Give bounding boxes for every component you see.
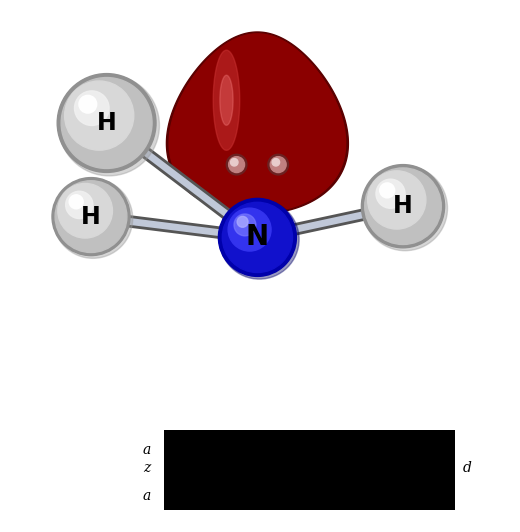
Circle shape bbox=[237, 217, 248, 227]
Circle shape bbox=[55, 181, 127, 253]
Circle shape bbox=[59, 75, 160, 176]
Circle shape bbox=[268, 154, 289, 175]
Circle shape bbox=[226, 154, 247, 175]
Circle shape bbox=[270, 156, 286, 172]
Text: d: d bbox=[463, 461, 472, 476]
Text: H: H bbox=[97, 111, 116, 135]
Circle shape bbox=[69, 195, 83, 209]
Circle shape bbox=[53, 179, 133, 259]
Circle shape bbox=[229, 156, 244, 172]
Text: H: H bbox=[81, 205, 101, 229]
Circle shape bbox=[228, 208, 271, 251]
Circle shape bbox=[66, 191, 93, 219]
Circle shape bbox=[361, 164, 445, 248]
Text: H: H bbox=[393, 194, 413, 218]
Circle shape bbox=[74, 91, 109, 126]
Polygon shape bbox=[213, 50, 240, 151]
Circle shape bbox=[365, 168, 441, 245]
Circle shape bbox=[52, 178, 130, 255]
Circle shape bbox=[222, 202, 292, 272]
Text: N: N bbox=[246, 223, 269, 252]
Circle shape bbox=[61, 78, 152, 169]
Circle shape bbox=[380, 183, 395, 198]
Circle shape bbox=[272, 159, 280, 166]
Bar bbox=[164, 430, 455, 510]
Text: a: a bbox=[142, 488, 151, 503]
Circle shape bbox=[230, 159, 238, 166]
Circle shape bbox=[219, 200, 299, 279]
Circle shape bbox=[234, 214, 256, 236]
Text: a: a bbox=[142, 443, 151, 457]
Circle shape bbox=[64, 81, 134, 150]
Polygon shape bbox=[169, 34, 346, 212]
Polygon shape bbox=[166, 32, 348, 214]
Circle shape bbox=[58, 184, 112, 238]
Circle shape bbox=[376, 179, 405, 209]
Circle shape bbox=[368, 171, 426, 229]
Circle shape bbox=[362, 166, 448, 251]
Circle shape bbox=[79, 95, 97, 113]
Circle shape bbox=[218, 198, 296, 277]
Polygon shape bbox=[220, 75, 233, 125]
Circle shape bbox=[57, 73, 156, 172]
Text: z: z bbox=[144, 461, 151, 476]
